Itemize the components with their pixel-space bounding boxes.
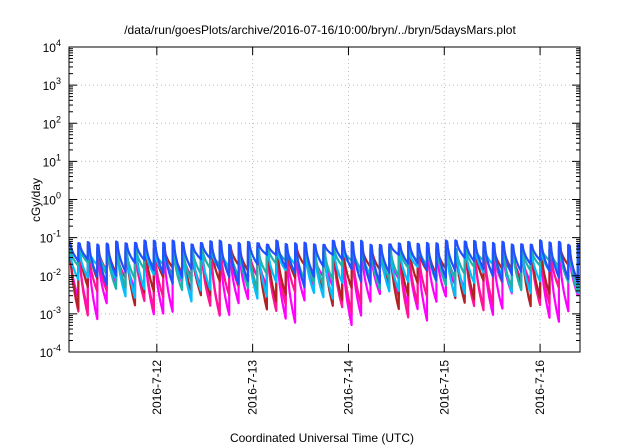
series-line-6	[69, 239, 580, 289]
y-tick-label: 10-1	[40, 229, 61, 246]
chart-title: /data/run/goesPlots/archive/2016-07-16/1…	[124, 23, 516, 37]
y-tick-label: 10-2	[40, 267, 61, 284]
x-tick-label: 2016-7-14	[341, 360, 355, 415]
y-tick-label: 101	[43, 152, 61, 169]
y-tick-label: 10-3	[40, 305, 61, 322]
y-tick-label: 103	[43, 76, 61, 93]
y-tick-label: 100	[43, 191, 61, 208]
grid	[69, 47, 580, 352]
y-tick-label: 102	[43, 114, 61, 131]
x-tick-label: 2016-7-15	[437, 360, 451, 415]
y-axis-label: cGy/day	[29, 178, 43, 222]
y-tick-label: 104	[43, 38, 61, 55]
x-axis-label: Coordinated Universal Time (UTC)	[230, 431, 414, 445]
y-axis: 10-4 10-3 10-2 10-1 100 101 102 103 104	[40, 38, 580, 360]
plot-area	[69, 239, 580, 327]
x-tick-label: 2016-7-12	[150, 360, 164, 415]
y-tick-label: 10-4	[40, 343, 61, 360]
x-axis: 2016-7-12 2016-7-13 2016-7-14 2016-7-15 2016…	[150, 47, 547, 415]
x-tick-label: 2016-7-16	[533, 360, 547, 415]
x-tick-label: 2016-7-13	[246, 360, 260, 415]
